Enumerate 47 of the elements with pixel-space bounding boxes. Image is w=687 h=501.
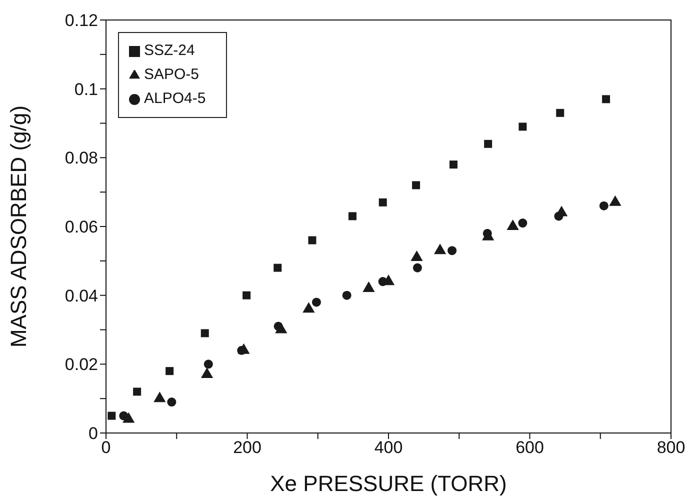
point	[518, 122, 527, 131]
y-tick-label: 0.1	[74, 80, 98, 99]
legend-label: ALPO4-5	[144, 90, 206, 107]
point	[122, 412, 135, 423]
point	[448, 246, 457, 256]
point	[108, 412, 116, 420]
point	[312, 298, 321, 307]
y-axis-title: MASS ADSORBED (g/g)	[6, 105, 31, 348]
point	[412, 263, 422, 272]
point	[378, 198, 387, 206]
point	[348, 212, 356, 220]
point	[166, 367, 174, 376]
y-tick-label: 0.06	[64, 218, 98, 237]
point	[275, 322, 288, 334]
point	[200, 329, 209, 338]
point	[449, 160, 458, 169]
point	[154, 392, 166, 402]
point	[342, 290, 352, 300]
y-tick-label: 0	[88, 424, 98, 444]
x-tick-label: 400	[374, 438, 403, 458]
point	[302, 302, 315, 313]
point	[200, 367, 214, 378]
y-tick-label: 0.12	[64, 11, 98, 30]
point	[556, 108, 564, 117]
point	[242, 291, 251, 300]
point	[412, 181, 420, 190]
point	[308, 236, 316, 244]
point	[599, 201, 608, 210]
x-tick-label: 0	[101, 438, 111, 458]
point	[274, 264, 282, 272]
point	[238, 343, 250, 354]
point	[434, 244, 446, 254]
point	[133, 388, 142, 396]
point	[602, 95, 610, 104]
legend-label: SAPO-5	[144, 66, 200, 83]
x-tick-label: 600	[516, 438, 544, 458]
point	[167, 398, 176, 407]
point	[484, 140, 492, 148]
y-tick-label: 0.08	[64, 148, 98, 168]
legend-label: SSZ-24	[144, 42, 195, 59]
y-tick-label: 0.02	[64, 355, 98, 374]
point	[518, 218, 528, 228]
y-tick-label: 0.04	[64, 286, 98, 306]
x-tick-label: 800	[656, 438, 686, 458]
x-tick-label: 200	[233, 438, 262, 458]
x-axis-title: Xe PRESSURE (TORR)	[270, 471, 507, 496]
point	[204, 360, 213, 369]
